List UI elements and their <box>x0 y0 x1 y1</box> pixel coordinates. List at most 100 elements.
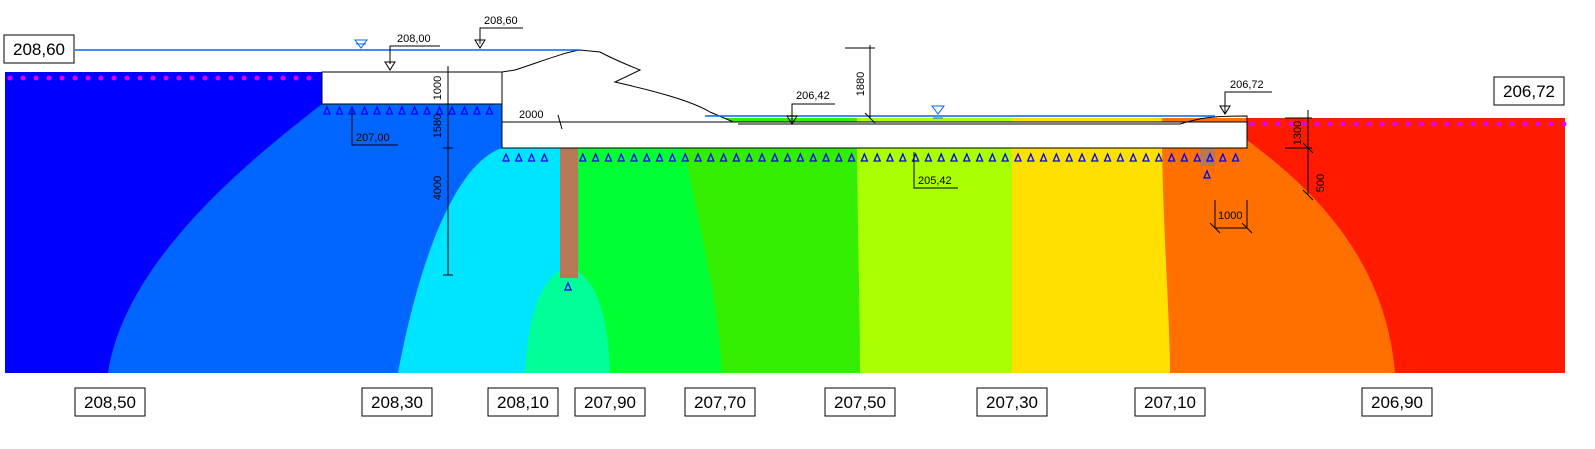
zone <box>525 268 610 373</box>
head-marker <box>1548 121 1554 127</box>
head-marker <box>1366 121 1372 127</box>
contour-label: 208,50 <box>84 393 136 412</box>
label-box <box>684 387 756 417</box>
head-marker <box>1327 121 1333 127</box>
sheet-pile <box>560 148 578 278</box>
label-box <box>1134 387 1206 417</box>
seepage-marker <box>1167 152 1176 162</box>
head-marker <box>1457 121 1463 127</box>
contour-label: 208,30 <box>371 393 423 412</box>
head-marker <box>1418 121 1424 127</box>
head-marker <box>1379 121 1385 127</box>
elevation-label: 208,60 <box>484 15 518 27</box>
seepage-marker <box>1142 152 1150 162</box>
head-marker <box>1509 121 1515 127</box>
label-box <box>1493 76 1565 106</box>
seepage-marker <box>360 105 369 115</box>
seepage-marker <box>783 152 792 162</box>
label-box <box>976 387 1048 417</box>
seepage-marker <box>1078 152 1086 162</box>
seepage-marker <box>485 105 494 115</box>
seepage-marker <box>527 152 536 162</box>
dimension-label: 1880 <box>855 72 867 96</box>
seepage-marker <box>373 105 381 115</box>
seepage-marker <box>694 152 702 162</box>
water-symbol <box>931 105 945 119</box>
elevation-label: 206,72 <box>1230 79 1264 91</box>
seepage-marker <box>630 152 638 162</box>
seepage-marker <box>1103 152 1112 162</box>
head-marker <box>176 75 182 81</box>
seepage-marker <box>758 152 766 162</box>
dimension-label: 1580 <box>432 114 444 138</box>
seepage-marker <box>1218 152 1227 162</box>
seepage-marker <box>681 152 690 162</box>
stilling-basin <box>501 121 1248 149</box>
seepage-marker <box>668 152 677 162</box>
seepage-marker <box>617 152 626 162</box>
head-marker <box>1262 121 1268 127</box>
head-marker <box>1444 121 1450 127</box>
seepage-marker <box>796 152 805 162</box>
seepage-marker <box>706 152 715 162</box>
seepage-marker <box>1116 152 1125 162</box>
head-marker <box>72 75 78 81</box>
sheet-pile <box>1200 148 1215 166</box>
head-marker <box>1483 121 1489 127</box>
head-marker <box>124 75 130 81</box>
seepage-marker <box>642 152 651 162</box>
seepage-marker <box>962 152 971 162</box>
head-marker <box>85 75 91 81</box>
seepage-marker <box>770 152 779 162</box>
head-marker <box>111 75 117 81</box>
contour-labels: 208,50 208,30 208,10 207,90 207,70 207,50 207,… <box>74 387 1433 417</box>
label-box <box>574 387 646 417</box>
head-marker <box>1392 121 1398 127</box>
seepage-marker <box>1026 152 1035 162</box>
structure <box>321 49 1565 149</box>
head-marker <box>1470 121 1476 127</box>
seepage-marker <box>1014 152 1022 162</box>
head-marker <box>254 75 260 81</box>
head-marker <box>1405 121 1411 127</box>
leader <box>913 152 958 189</box>
seepage-marker <box>514 152 523 162</box>
seepage-marker <box>1129 152 1138 162</box>
label-box <box>1361 387 1433 417</box>
head-marker <box>98 75 104 81</box>
seepage-marker <box>937 152 946 162</box>
seepage-marker <box>719 152 728 162</box>
boundary-markers <box>7 75 1567 291</box>
head-marker <box>1431 121 1437 127</box>
dimension-line <box>1209 200 1253 234</box>
contour-label: 207,90 <box>584 393 636 412</box>
leader <box>1219 91 1272 115</box>
leader <box>786 103 835 125</box>
head-marker <box>1561 121 1567 127</box>
seepage-marker <box>448 105 456 115</box>
seepage-marker <box>898 152 907 162</box>
elevation-label: 206,42 <box>796 90 830 102</box>
contour-label: 208,10 <box>497 393 549 412</box>
dimension-line <box>502 114 563 130</box>
seepage-marker <box>860 152 869 162</box>
elevation-label: 205,42 <box>918 175 952 187</box>
seepage-marker <box>809 152 818 162</box>
head-marker <box>1275 121 1281 127</box>
seepage-marker <box>1065 152 1074 162</box>
seepage-marker <box>578 152 587 162</box>
seepage-marker <box>564 281 572 291</box>
water-symbol <box>354 39 368 49</box>
seepage-marker <box>398 105 406 115</box>
elevation-label: 207,00 <box>356 132 390 144</box>
label-box <box>824 387 896 417</box>
dimension-label: 500 <box>1315 174 1327 192</box>
downstream-level: 206,72 <box>1503 82 1555 101</box>
head-marker <box>1340 121 1346 127</box>
apron <box>321 71 503 105</box>
head-marker <box>163 75 169 81</box>
dimension-label: 2000 <box>519 109 543 121</box>
head-marker <box>1496 121 1502 127</box>
seepage-marker <box>1090 152 1099 162</box>
upstream-level: 208,60 <box>13 40 65 59</box>
